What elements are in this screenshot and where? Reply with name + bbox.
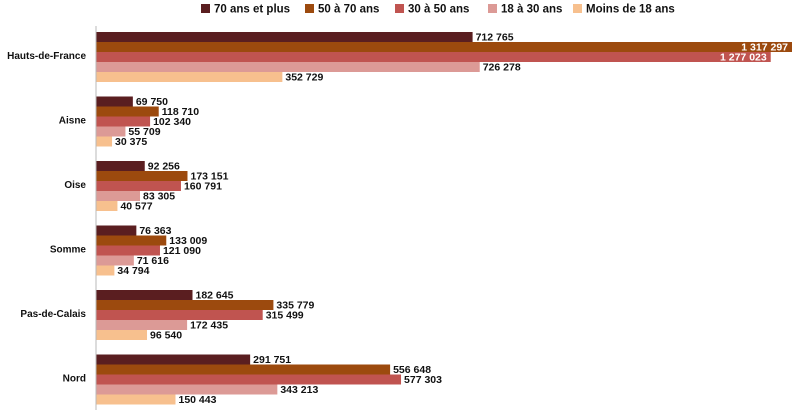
chart-legend: 70 ans et plus 50 à 70 ans 30 à 50 ans 18 à… [201, 4, 675, 16]
category-label-oise: Oise [64, 180, 86, 191]
bar-oise-50-a-70-ans [96, 171, 188, 181]
legend-label-50-a-70-ans: 50 à 70 ans [318, 4, 379, 16]
value-label-nord-18-a-30-ans: 343 213 [280, 384, 318, 396]
value-label-oise-50-a-70-ans: 173 151 [190, 171, 228, 183]
category-label-pas-de-calais: Pas-de-Calais [20, 309, 86, 320]
bar-pas-de-calais-30-a-50-ans [96, 310, 263, 320]
value-label-hauts-de-france-18-a-30-ans: 726 278 [483, 62, 521, 74]
bar-aisne-70-ans-et-plus [96, 96, 133, 107]
value-label-nord-30-a-50-ans: 577 303 [404, 374, 442, 386]
value-label-oise-70-ans-et-plus: 92 256 [148, 161, 180, 173]
value-label-nord-70-ans-et-plus: 291 751 [253, 354, 291, 366]
value-label-nord-moins-de-18-ans: 150 443 [178, 394, 216, 406]
value-label-oise-moins-de-18-ans: 40 577 [120, 201, 152, 213]
value-label-oise-18-a-30-ans: 83 305 [143, 191, 175, 203]
bar-oise-18-a-30-ans [96, 191, 141, 201]
legend-label-moins-de-18-ans: Moins de 18 ans [586, 4, 675, 16]
value-label-aisne-moins-de-18-ans: 30 375 [115, 136, 147, 148]
bar-oise-moins-de-18-ans [96, 201, 118, 211]
value-label-hauts-de-france-70-ans-et-plus: 712 765 [476, 32, 514, 44]
bar-somme-moins-de-18-ans [96, 265, 115, 276]
bar-pas-de-calais-70-ans-et-plus [96, 290, 193, 300]
bar-oise-70-ans-et-plus [96, 161, 145, 171]
bar-somme-18-a-30-ans [96, 255, 134, 266]
bar-aisne-moins-de-18-ans [96, 136, 113, 147]
bar-aisne-30-a-50-ans [96, 116, 151, 127]
bar-hauts-de-france-18-a-30-ans [96, 62, 480, 72]
bar-somme-70-ans-et-plus [96, 225, 137, 236]
value-label-pas-de-calais-50-a-70-ans: 335 779 [276, 300, 314, 312]
value-label-nord-50-a-70-ans: 556 648 [393, 364, 431, 376]
bar-nord-moins-de-18-ans [96, 394, 176, 405]
value-label-somme-18-a-30-ans: 71 616 [137, 255, 169, 267]
bar-aisne-50-a-70-ans [96, 106, 159, 117]
bar-nord-50-a-70-ans [96, 364, 391, 375]
legend-label-70-ans-et-plus: 70 ans et plus [214, 4, 290, 16]
bar-hauts-de-france-moins-de-18-ans [96, 72, 283, 82]
value-label-aisne-50-a-70-ans: 118 710 [162, 106, 200, 118]
value-label-aisne-70-ans-et-plus: 69 750 [136, 96, 168, 108]
category-label-somme: Somme [50, 245, 87, 256]
value-label-pas-de-calais-70-ans-et-plus: 182 645 [196, 290, 234, 302]
value-label-hauts-de-france-50-a-70-ans: 1 317 297 [741, 42, 788, 54]
value-label-somme-70-ans-et-plus: 76 363 [139, 225, 171, 237]
value-label-hauts-de-france-moins-de-18-ans: 352 729 [285, 72, 323, 84]
legend-swatch-30-a-50-ans [395, 4, 404, 13]
category-label-aisne: Aisne [59, 116, 87, 127]
value-label-somme-30-a-50-ans: 121 090 [163, 245, 201, 257]
bar-nord-30-a-50-ans [96, 374, 402, 385]
value-label-pas-de-calais-moins-de-18-ans: 96 540 [150, 330, 182, 342]
legend-swatch-50-a-70-ans [305, 4, 314, 13]
bar-oise-30-a-50-ans [96, 181, 181, 191]
bar-pas-de-calais-50-a-70-ans [96, 300, 274, 310]
legend-label-18-a-30-ans: 18 à 30 ans [501, 4, 562, 16]
bar-somme-30-a-50-ans [96, 245, 160, 256]
category-axis-labels: Hauts-de-France Aisne Oise Somme Pas-de-Cala… [7, 51, 86, 385]
value-label-oise-30-a-50-ans: 160 791 [184, 181, 222, 193]
bar-aisne-18-a-30-ans [96, 126, 126, 137]
bar-hauts-de-france-30-a-50-ans [96, 52, 771, 62]
category-label-nord: Nord [63, 374, 86, 385]
value-label-aisne-18-a-30-ans: 55 709 [128, 126, 160, 138]
bar-nord-70-ans-et-plus [96, 354, 251, 365]
legend-swatch-18-a-30-ans [488, 4, 497, 13]
bar-hauts-de-france-50-a-70-ans [96, 42, 792, 52]
value-label-aisne-30-a-50-ans: 102 340 [153, 116, 191, 128]
value-label-pas-de-calais-30-a-50-ans: 315 499 [266, 310, 304, 322]
value-label-somme-moins-de-18-ans: 34 794 [117, 265, 149, 277]
bar-hauts-de-france-70-ans-et-plus [96, 32, 473, 42]
legend-swatch-moins-de-18-ans [573, 4, 582, 13]
category-label-hauts-de-france: Hauts-de-France [7, 51, 86, 62]
legend-label-30-a-50-ans: 30 à 50 ans [408, 4, 469, 16]
value-label-somme-50-a-70-ans: 133 009 [169, 235, 207, 247]
value-label-hauts-de-france-30-a-50-ans: 1 277 023 [720, 52, 767, 64]
bar-pas-de-calais-18-a-30-ans [96, 320, 188, 330]
bar-somme-50-a-70-ans [96, 235, 167, 246]
bar-pas-de-calais-moins-de-18-ans [96, 330, 148, 340]
value-label-pas-de-calais-18-a-30-ans: 172 435 [190, 320, 228, 332]
bar-nord-18-a-30-ans [96, 384, 278, 395]
legend-swatch-70-ans-et-plus [201, 4, 210, 13]
